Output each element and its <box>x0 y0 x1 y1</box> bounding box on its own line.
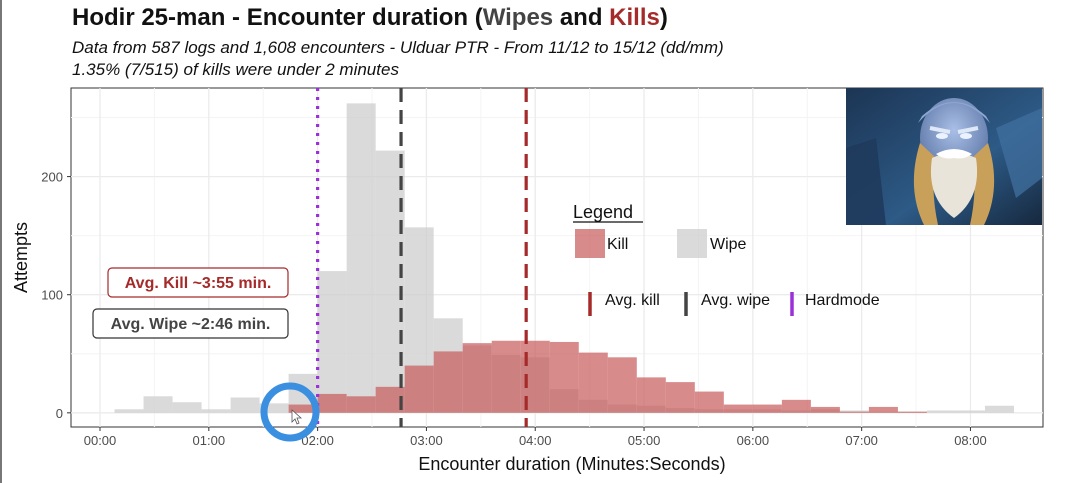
kill-bar <box>549 341 579 413</box>
legend-wipe-label: Wipe <box>710 236 747 253</box>
avg-kill-label: Avg. Kill ~3:55 min. <box>125 275 272 292</box>
legend-avg-kill-label: Avg. kill <box>605 292 660 309</box>
kill-bar <box>462 343 492 413</box>
wipe-bar <box>346 103 376 413</box>
x-tick-label: 05:00 <box>628 433 661 448</box>
kill-bar <box>491 340 521 413</box>
wipe-bar <box>955 410 985 413</box>
legend-kill-label: Kill <box>607 236 628 253</box>
wipe-bar <box>172 402 202 413</box>
kill-bar <box>694 391 724 413</box>
kill-bar <box>868 406 898 413</box>
legend-kill-swatch <box>575 229 605 258</box>
wipe-bar <box>317 271 347 413</box>
chart-title: Hodir 25-man - Encounter duration (Wipes… <box>72 4 668 32</box>
x-tick-label: 02:00 <box>301 433 334 448</box>
wipe-bar <box>375 150 405 413</box>
x-tick-label: 07:00 <box>845 433 878 448</box>
kill-bar <box>607 357 637 413</box>
kill-bar <box>578 352 608 413</box>
chart-subtitle-line-1: Data from 587 logs and 1,608 encounters … <box>72 38 724 57</box>
legend-title: Legend <box>573 202 633 222</box>
y-tick-label: 0 <box>56 406 63 421</box>
wipe-bar <box>259 403 289 413</box>
kill-bar <box>665 382 695 413</box>
wipe-bar <box>143 396 173 413</box>
kill-bar <box>897 411 927 413</box>
legend-wipe-swatch <box>677 229 707 258</box>
kill-bar <box>317 393 347 413</box>
title-and-word: and <box>553 4 610 31</box>
wipe-bar <box>926 410 956 413</box>
x-tick-label: 04:00 <box>519 433 552 448</box>
hodir-portrait-icon <box>846 88 1042 225</box>
mouse-pointer-icon <box>291 409 303 425</box>
kill-bar <box>433 351 463 413</box>
x-tick-label: 08:00 <box>954 433 987 448</box>
x-tick-label: 01:00 <box>193 433 226 448</box>
kill-bar <box>288 404 318 413</box>
window-edge <box>0 0 2 483</box>
x-tick-label: 00:00 <box>84 433 117 448</box>
x-tick-label: 03:00 <box>410 433 443 448</box>
avg-wipe-label: Avg. Wipe ~2:46 min. <box>111 316 271 333</box>
kill-bar <box>810 406 840 413</box>
title-kills-word: Kills <box>609 4 660 31</box>
wipe-bar <box>201 409 231 413</box>
wipe-bar <box>114 409 144 413</box>
y-axis-label: Attempts <box>11 222 31 293</box>
x-tick-label: 06:00 <box>737 433 770 448</box>
kill-bar <box>839 411 869 413</box>
kill-bar <box>723 404 753 413</box>
kill-bar <box>752 404 782 413</box>
chart-subtitle-line-2: 1.35% (7/515) of kills were under 2 minu… <box>72 60 399 79</box>
kill-bar <box>636 377 666 413</box>
kill-bar <box>346 396 376 413</box>
kill-bar <box>781 399 811 413</box>
title-suffix: ) <box>659 4 668 31</box>
avg-kill-label-box <box>107 267 289 298</box>
y-tick-label: 100 <box>41 288 63 303</box>
kill-bar <box>404 365 434 413</box>
wipe-bar <box>984 405 1014 413</box>
title-wipes-word: Wipes <box>482 4 554 31</box>
wipe-bar <box>230 397 260 413</box>
y-tick-label: 200 <box>41 170 63 185</box>
cursor-highlight-ring <box>260 382 320 442</box>
x-axis-label: Encounter duration (Minutes:Seconds) <box>418 454 725 474</box>
legend-avg-wipe-label: Avg. wipe <box>701 292 770 309</box>
avg-wipe-label-box <box>92 308 289 339</box>
legend-hardmode-label: Hardmode <box>805 292 880 309</box>
title-prefix: Hodir 25-man - Encounter duration ( <box>72 4 483 31</box>
